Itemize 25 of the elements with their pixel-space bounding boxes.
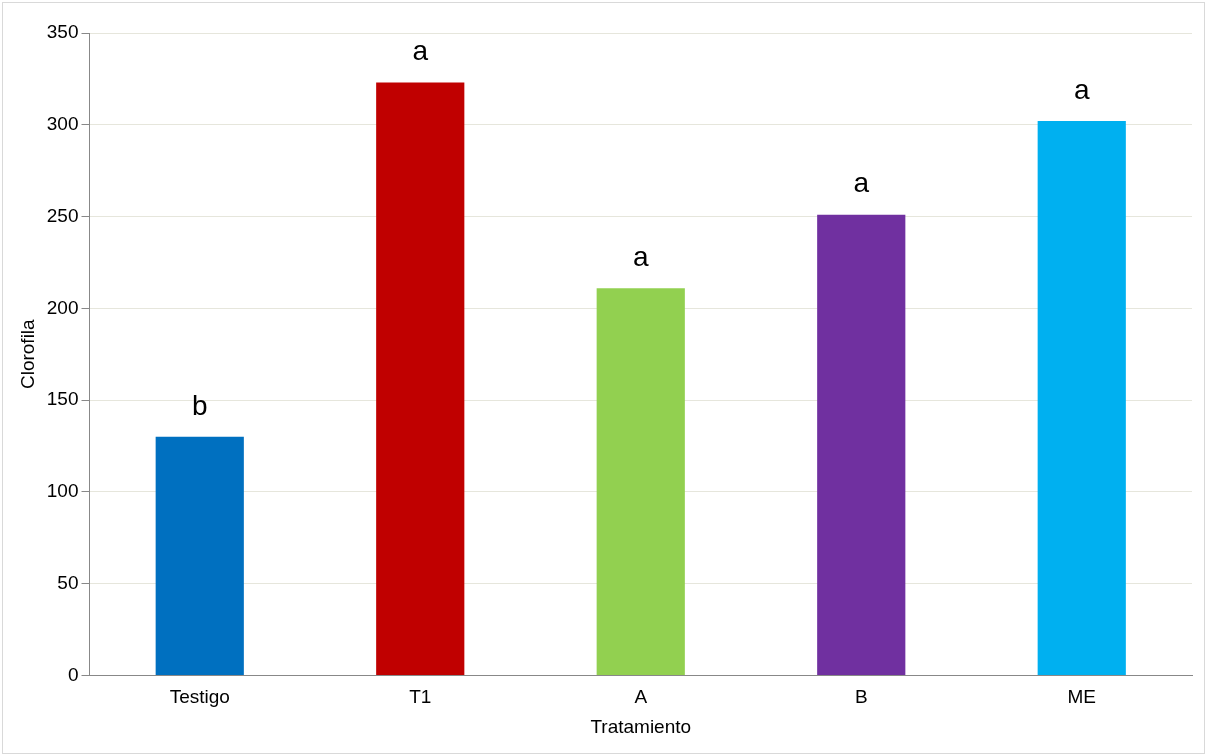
y-tick-label: 150 — [46, 388, 79, 410]
x-axis-title: Tratamiento — [590, 715, 692, 737]
y-tick-label: 200 — [46, 296, 79, 318]
y-tick-label: 300 — [46, 113, 79, 135]
x-tick-label: Testigo — [169, 686, 230, 708]
annotation: a — [412, 35, 429, 67]
annotation: a — [632, 240, 649, 272]
x-tick-label: T1 — [409, 686, 432, 708]
x-tick-label: ME — [1067, 686, 1096, 708]
y-tick-label: 250 — [46, 204, 79, 226]
bar — [817, 214, 906, 675]
x-tick-label: B — [854, 686, 868, 708]
y-axis-title: Clorofila — [16, 318, 38, 390]
bar — [376, 82, 465, 675]
bar — [155, 436, 244, 675]
annotation: a — [853, 167, 870, 199]
annotation: b — [191, 389, 208, 421]
y-tick-label: 350 — [46, 21, 79, 43]
x-tick-label: A — [634, 686, 648, 708]
y-tick-label: 50 — [57, 571, 79, 593]
bar — [1037, 121, 1126, 675]
y-tick-label: 100 — [46, 480, 79, 502]
annotation: a — [1073, 73, 1090, 105]
bar — [596, 288, 685, 675]
y-tick-label: 0 — [67, 663, 79, 685]
